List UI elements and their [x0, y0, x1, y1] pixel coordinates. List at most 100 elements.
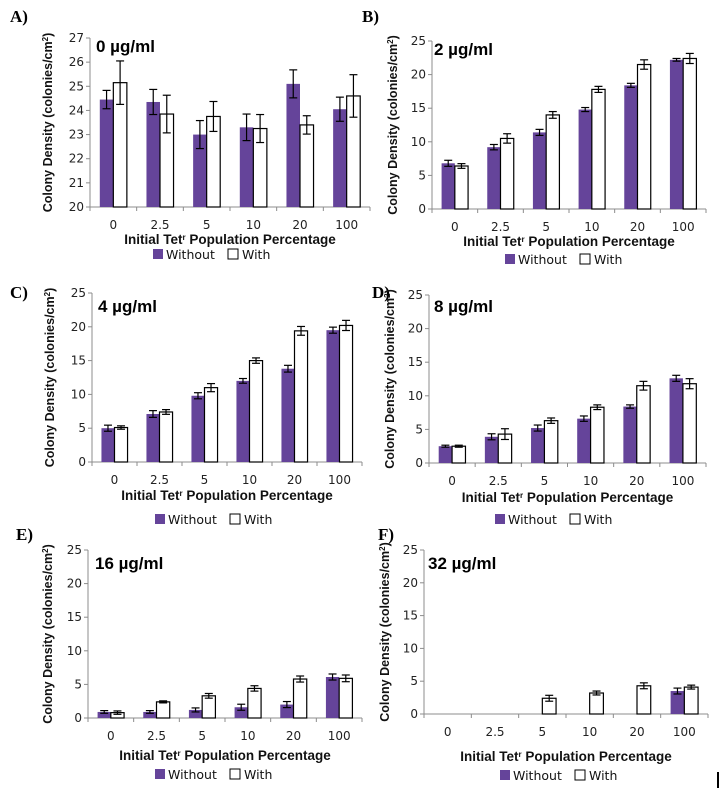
x-axis-label: Initial Tetr Population Percentage — [460, 749, 672, 764]
panel-c: C) 0 5 10 15 20 25 0 2.5 5 10 20 100 4 µg/ml Colony De… — [10, 283, 363, 527]
bar-with-100 — [338, 324, 354, 463]
concentration-title: 8 µg/ml — [434, 297, 493, 316]
error-bar-with-5 — [204, 692, 213, 699]
x-tick-label: 2.5 — [485, 725, 504, 739]
error-bar-without-10 — [242, 113, 251, 142]
error-bar-with-2.5 — [159, 700, 168, 704]
concentration-title: 2 µg/ml — [434, 40, 493, 59]
y-tick-label: 0 — [415, 456, 423, 470]
error-bar-with-0 — [116, 60, 125, 105]
x-tick-label: 20 — [630, 220, 645, 234]
y-tick-label: 0 — [74, 711, 82, 725]
error-bar-without-100 — [672, 57, 681, 62]
x-tick-label: 5 — [201, 473, 209, 487]
error-bar-without-5 — [195, 119, 204, 150]
legend-swatch-with — [229, 768, 241, 780]
bar-with-5 — [545, 114, 561, 210]
legend-label-with: With — [589, 768, 617, 783]
y-axis-label: Colony Density (colonies/cm2) — [383, 289, 398, 469]
bar-without-100 — [333, 109, 347, 207]
x-tick-label: 100 — [335, 218, 358, 232]
bar-without-20 — [623, 406, 637, 463]
error-bar-with-2.5 — [500, 428, 509, 441]
bar-with-0 — [454, 165, 469, 210]
x-tick-label: 10 — [584, 220, 599, 234]
legend-label-with: With — [584, 512, 612, 527]
error-bar-without-100 — [335, 96, 344, 122]
y-tick-label: 24 — [69, 103, 84, 117]
y-tick-label: 23 — [69, 128, 84, 142]
error-bar-with-5 — [207, 382, 216, 393]
error-bar-without-5 — [533, 424, 542, 432]
y-tick-label: 10 — [71, 387, 86, 401]
error-bar-without-5 — [535, 128, 544, 137]
error-bar-with-10 — [594, 85, 603, 94]
x-tick-label: 20 — [629, 474, 644, 488]
bar-with-2.5 — [499, 137, 515, 210]
legend-label-without: Without — [518, 252, 567, 267]
bar-with-20 — [293, 330, 309, 463]
y-tick-label: 0 — [418, 202, 426, 216]
error-bar-without-0 — [444, 159, 453, 167]
bar-without-2.5 — [487, 147, 501, 209]
bar-without-100 — [669, 59, 684, 209]
y-tick-label: 15 — [67, 610, 82, 624]
error-bar-without-20 — [283, 364, 292, 373]
y-axis-label: Colony Density (colonies/cm2) — [41, 544, 56, 724]
legend-label-without: Without — [166, 247, 215, 262]
bar-with-20 — [636, 385, 651, 464]
y-tick-label: 20 — [71, 320, 86, 334]
error-bar-without-100 — [672, 374, 681, 382]
y-tick-label: 25 — [411, 34, 426, 48]
x-tick-label: 10 — [240, 729, 255, 743]
panel-letter: F) — [378, 525, 394, 544]
panel-letter: A) — [10, 7, 28, 26]
legend-swatch-without — [505, 254, 515, 264]
y-tick-label: 26 — [69, 55, 84, 69]
bar-with-2.5 — [158, 411, 174, 463]
x-tick-label: 10 — [583, 474, 598, 488]
bar-without-20 — [286, 83, 300, 207]
error-bar-without-100 — [328, 326, 337, 334]
panel-f: F) 0 5 10 15 20 25 0 2.5 5 10 20 100 32 µg/ml Colony D… — [378, 525, 709, 783]
legend-label-with: With — [594, 252, 622, 267]
error-bar-with-10 — [256, 113, 265, 144]
error-bar-without-10 — [581, 106, 590, 113]
bar-with-100 — [683, 686, 699, 715]
error-bar-without-0 — [102, 89, 111, 110]
bar-without-10 — [234, 707, 248, 718]
legend-label-without: Without — [168, 512, 217, 527]
error-bar-without-0 — [100, 710, 109, 714]
bar-without-2.5 — [143, 711, 157, 718]
x-tick-label: 5 — [539, 725, 547, 739]
error-bar-with-100 — [687, 684, 696, 690]
error-bar-without-100 — [673, 687, 682, 695]
y-tick-label: 10 — [403, 641, 418, 655]
y-tick-label: 20 — [411, 68, 426, 82]
x-tick-label: 10 — [242, 473, 257, 487]
x-tick-label: 0 — [451, 220, 459, 234]
bar-without-0 — [101, 428, 115, 462]
bar-without-20 — [624, 85, 638, 209]
bar-without-10 — [578, 109, 592, 209]
bar-with-5 — [203, 387, 219, 463]
error-bar-without-10 — [579, 415, 588, 422]
bar-without-100 — [670, 691, 685, 714]
bar-without-5 — [532, 132, 547, 209]
bar-without-2.5 — [146, 101, 160, 207]
error-bar-with-5 — [548, 110, 557, 119]
x-tick-label: 5 — [542, 220, 550, 234]
y-axis-label: Colony Density (colonies/cm2) — [386, 35, 401, 215]
y-tick-label: 0 — [410, 707, 418, 721]
x-tick-label: 2.5 — [489, 474, 508, 488]
x-tick-label: 2.5 — [150, 218, 169, 232]
x-tick-label: 2.5 — [147, 729, 166, 743]
y-tick-label: 25 — [67, 543, 82, 557]
x-axis-label: Initial Tetr Population Percentage — [121, 488, 333, 503]
bar-without-2.5 — [146, 414, 160, 462]
y-tick-label: 27 — [69, 31, 84, 45]
bar-with-10 — [589, 692, 604, 715]
y-tick-label: 21 — [69, 176, 84, 190]
x-axis-label: Initial Tetr Population Percentage — [462, 490, 674, 505]
error-bar-with-10 — [593, 404, 602, 411]
